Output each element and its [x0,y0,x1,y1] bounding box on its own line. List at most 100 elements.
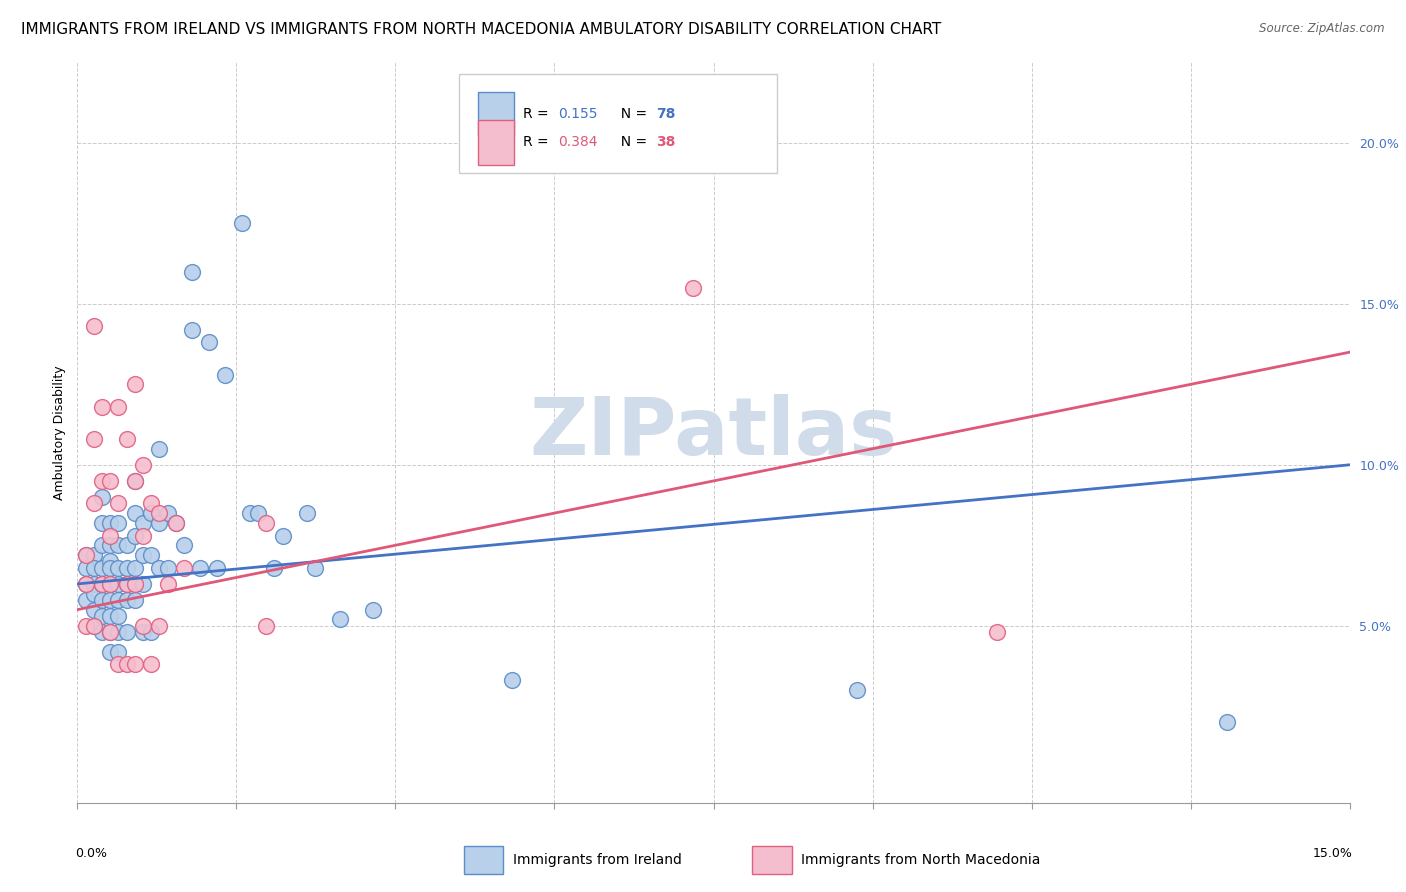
Point [165,516,187,530]
Text: 38: 38 [657,135,676,149]
Text: N =: N = [612,135,651,149]
Point [124,657,146,672]
Point [205,561,228,575]
Point [254,516,277,530]
Point [107,577,129,591]
Point [83,432,105,446]
Point [214,368,236,382]
Point [91,561,114,575]
Point [132,619,155,633]
Point [173,561,195,575]
Point [124,577,146,591]
Point [124,561,146,575]
Point [91,609,114,624]
Point [271,528,294,542]
Point [148,506,170,520]
Text: Immigrants from Ireland: Immigrants from Ireland [513,853,682,867]
Point [846,683,869,698]
Point [156,577,179,591]
Point [98,644,121,658]
Point [141,496,163,510]
Point [107,593,129,607]
Point [107,561,129,575]
Point [115,577,138,591]
Point [107,657,129,672]
Point [83,548,105,562]
Point [83,586,105,600]
Point [98,538,121,552]
Point [115,593,138,607]
Point [91,490,114,504]
Point [98,554,121,568]
Point [98,528,121,542]
Point [83,619,105,633]
Point [141,657,163,672]
Point [197,335,219,350]
Point [1215,715,1237,730]
Point [132,516,155,530]
Point [124,474,146,488]
Point [75,577,97,591]
Point [124,577,146,591]
Point [132,458,155,472]
Point [181,323,204,337]
Point [75,548,97,562]
Point [75,548,97,562]
Point [107,644,129,658]
Point [83,577,105,591]
Point [124,377,146,392]
Point [165,516,187,530]
Point [181,265,204,279]
Point [98,577,121,591]
Point [141,548,163,562]
Point [124,506,146,520]
Point [148,619,170,633]
Text: 0.384: 0.384 [558,135,598,149]
Point [304,561,326,575]
Text: Immigrants from North Macedonia: Immigrants from North Macedonia [801,853,1040,867]
Point [91,577,114,591]
Point [91,577,114,591]
Point [91,400,114,414]
Text: IMMIGRANTS FROM IRELAND VS IMMIGRANTS FROM NORTH MACEDONIA AMBULATORY DISABILITY: IMMIGRANTS FROM IRELAND VS IMMIGRANTS FR… [21,22,942,37]
Point [132,548,155,562]
Point [98,474,121,488]
Point [107,625,129,640]
Point [190,561,212,575]
FancyBboxPatch shape [478,120,513,165]
Point [263,561,285,575]
Point [115,657,138,672]
Point [98,625,121,640]
Text: R =: R = [523,135,553,149]
Point [107,516,129,530]
Point [148,561,170,575]
Text: Source: ZipAtlas.com: Source: ZipAtlas.com [1260,22,1385,36]
Text: 0.0%: 0.0% [75,847,107,860]
Point [83,319,105,334]
Point [98,561,121,575]
Point [83,619,105,633]
Point [124,528,146,542]
Point [115,577,138,591]
Point [361,602,384,616]
Point [98,625,121,640]
Point [107,400,129,414]
Point [682,281,704,295]
Point [91,625,114,640]
Point [107,538,129,552]
FancyBboxPatch shape [458,73,778,173]
Point [75,561,97,575]
Point [173,538,195,552]
Point [329,612,352,626]
Point [156,561,179,575]
Point [83,496,105,510]
FancyBboxPatch shape [478,92,513,136]
Point [132,625,155,640]
Text: 0.155: 0.155 [558,107,598,121]
Point [246,506,269,520]
Point [75,593,97,607]
Point [124,474,146,488]
Point [141,625,163,640]
Point [132,528,155,542]
Point [91,538,114,552]
